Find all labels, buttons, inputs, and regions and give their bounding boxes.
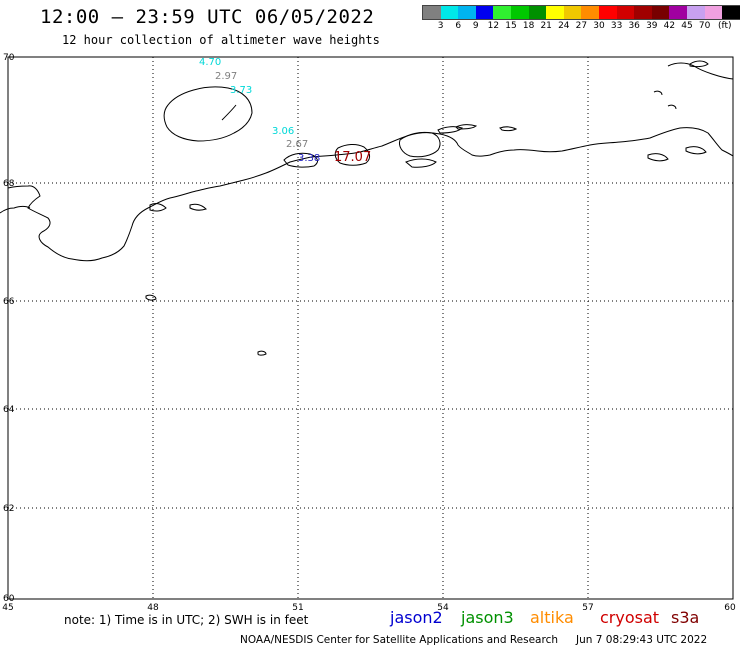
- novaya-zemlya-coast: [667, 62, 734, 80]
- colorbar-label: 21: [540, 21, 552, 31]
- observation-label: 2.97: [215, 71, 237, 82]
- colorbar-unit: (ft): [718, 21, 732, 31]
- island-kolguev: [163, 86, 253, 142]
- colorbar-label: 36: [628, 21, 640, 31]
- colorbar-swatch: [722, 6, 740, 19]
- observation-label: 17.07: [334, 150, 371, 165]
- colorbar-swatch: [493, 6, 511, 19]
- satellite-legend-jason3: jason3: [461, 608, 514, 627]
- satellite-legend-s3a: s3a: [671, 608, 700, 627]
- colorbar-swatch: [686, 6, 705, 19]
- colorbar-label: 9: [472, 21, 479, 31]
- coast-islet-8: [685, 146, 707, 155]
- lon-label: 48: [147, 603, 159, 613]
- island-dolgiy: [334, 144, 371, 166]
- wave-height-colorbar: [422, 5, 740, 20]
- colorbar-label: 70: [698, 21, 711, 31]
- colorbar-label: 45: [681, 21, 693, 31]
- graticule: [8, 57, 733, 599]
- lat-label: 66: [3, 297, 15, 307]
- observations: 4.70 2.97 3.73 3.06 2.67 3.38 17.07: [199, 57, 371, 165]
- colorbar-swatch: [475, 6, 494, 19]
- colorbar-swatch: [581, 6, 599, 19]
- novaya-zemlya-islet: [689, 60, 709, 68]
- lon-label: 54: [437, 603, 449, 613]
- coastline: [0, 60, 734, 356]
- lat-label: 60: [3, 594, 15, 604]
- colorbar-label: 18: [522, 21, 535, 31]
- observation-label: 2.67: [286, 139, 308, 150]
- lat-label: 68: [3, 179, 15, 189]
- lat-label: 62: [3, 504, 14, 514]
- map-title: 12:00 – 23:59 UTC 06/05/2022: [40, 6, 375, 28]
- colorbar-swatch: [563, 6, 582, 19]
- lat-label: 64: [3, 405, 15, 415]
- coast-islet-4: [437, 126, 463, 134]
- lon-label: 57: [582, 603, 593, 613]
- longitude-labels: 45 48 51 54 57 60: [2, 603, 736, 613]
- footer-note: note: 1) Time is in UTC; 2) SWH is in fe…: [64, 613, 309, 627]
- observation-label: 3.06: [272, 126, 294, 137]
- colorbar-swatch: [598, 6, 617, 19]
- lon-label: 45: [2, 603, 13, 613]
- colorbar-swatch: [651, 6, 670, 19]
- colorbar-swatch: [528, 6, 547, 19]
- colorbar-swatch: [669, 6, 687, 19]
- map-frame: [7, 56, 734, 600]
- vaygach-peninsula: [399, 131, 441, 158]
- island-varandey: [283, 152, 318, 168]
- timestamp: Jun 7 08:29:43 UTC 2022: [576, 634, 708, 646]
- island-small-1: [145, 294, 157, 301]
- colorbar-swatch: [510, 6, 529, 19]
- coast-inlet-1: [149, 203, 167, 212]
- satellite-legend-jason2: jason2: [390, 608, 443, 627]
- coast-west-segment: [0, 206, 31, 214]
- coast-islet-6: [499, 126, 518, 132]
- observation-label: 3.73: [230, 85, 252, 96]
- colorbar-swatch: [704, 6, 723, 19]
- lon-label: 51: [292, 603, 303, 613]
- colorbar-swatch: [440, 6, 459, 19]
- colorbar-label: 6: [455, 21, 462, 31]
- coast-islet-7: [647, 153, 669, 162]
- colorbar-swatch: [458, 6, 476, 19]
- coast-inlet-2: [189, 203, 207, 211]
- coast-fragment-1: [653, 90, 663, 96]
- colorbar-label: 12: [487, 21, 500, 31]
- credit-text: NOAA/NESDIS Center for Satellite Applica…: [240, 634, 558, 646]
- coast-islet-3: [405, 158, 437, 168]
- colorbar-swatch: [634, 6, 652, 19]
- lon-label: 60: [724, 603, 736, 613]
- colorbar-swatch: [423, 6, 441, 19]
- island-small-2: [257, 350, 267, 356]
- colorbar-label: 39: [646, 21, 658, 31]
- colorbar-label: 3: [437, 21, 444, 31]
- latitude-labels: 70 68 66 64 62 60: [3, 53, 15, 604]
- coast-islet-5: [455, 124, 478, 130]
- kolguev-shoreline-detail: [221, 104, 237, 121]
- colorbar-label: 33: [610, 21, 623, 31]
- satellite-legend-cryosat: cryosat: [600, 608, 660, 627]
- colorbar-label: 30: [593, 21, 605, 31]
- observation-label: 3.38: [298, 153, 320, 164]
- colorbar-swatch: [546, 6, 564, 19]
- colorbar-labels: 3 6 9 12 15 18 21 24 27 30 33 36 39 42 45 70: [422, 21, 740, 33]
- map-subtitle: 12 hour collection of altimeter wave hei…: [62, 33, 380, 47]
- observation-label: 4.70: [199, 57, 221, 68]
- footer-credit-line: NOAA/NESDIS Center for Satellite Applica…: [240, 634, 707, 646]
- mainland-coast: [7, 127, 734, 262]
- lat-label: 70: [3, 53, 15, 63]
- satellite-legend-altika: altika: [530, 608, 574, 627]
- coast-fragment-2: [667, 104, 677, 110]
- colorbar-label: 27: [575, 21, 588, 31]
- colorbar-label: 24: [558, 21, 570, 31]
- colorbar-label: 15: [505, 21, 517, 31]
- colorbar-swatch: [616, 6, 635, 19]
- colorbar-label: 42: [663, 21, 676, 31]
